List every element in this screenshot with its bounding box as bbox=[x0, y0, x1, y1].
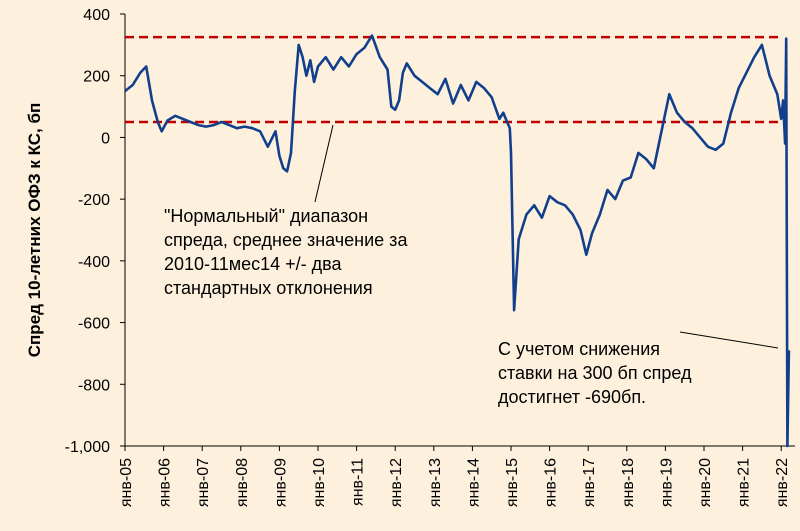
y-tick-label: -600 bbox=[78, 316, 110, 333]
x-tick-label: янв-21 bbox=[736, 458, 753, 507]
x-tick-label: янв-16 bbox=[543, 458, 560, 507]
annotation-line: стандартных отклонения bbox=[164, 278, 373, 298]
y-tick-label: 0 bbox=[101, 130, 110, 147]
annotation-pointer-rate-cut bbox=[679, 331, 779, 349]
y-axis: 400 200 0 -200 -400 -600 -800 -1,000 bbox=[65, 7, 126, 456]
x-tick-label: янв-15 bbox=[504, 458, 521, 507]
y-axis-title: Спред 10-летних ОФЗ к КС, бп bbox=[25, 103, 44, 357]
annotation-line: достигнет -690бп. bbox=[498, 387, 646, 407]
x-tick-label: янв-17 bbox=[581, 458, 598, 507]
annotation-pointer-normal-range bbox=[314, 124, 334, 203]
x-tick-label: янв-08 bbox=[234, 458, 251, 507]
x-tick-label: янв-07 bbox=[195, 458, 212, 507]
x-tick-label: янв-14 bbox=[465, 458, 482, 507]
x-tick-label: янв-05 bbox=[118, 458, 135, 507]
x-tick-label: янв-22 bbox=[774, 458, 791, 507]
x-tick-label: янв-19 bbox=[658, 458, 675, 507]
annotation-pointers bbox=[314, 124, 779, 349]
y-tick-label: 400 bbox=[83, 7, 110, 24]
x-tick-label: янв-18 bbox=[620, 458, 637, 507]
series-line bbox=[124, 34, 791, 448]
y-tick-label: -1,000 bbox=[65, 439, 110, 456]
y-tick-label: -800 bbox=[78, 377, 110, 394]
annotation-line: ставки на 300 бп спред bbox=[498, 363, 692, 383]
x-axis: янв-05 янв-06 янв-07 янв-08 янв-09 янв-10 янв-… bbox=[118, 445, 795, 507]
x-tick-label: янв-10 bbox=[311, 458, 328, 507]
y-tick-label: -200 bbox=[78, 192, 110, 209]
x-tick-label: янв-09 bbox=[272, 458, 289, 507]
annotation-rate-cut: С учетом снижения ставки на 300 бп спред д… bbox=[498, 339, 692, 407]
annotation-line: спреда, среднее значение за bbox=[164, 230, 408, 250]
annotation-line: "Нормальный" диапазон bbox=[164, 206, 368, 226]
x-tick-label: янв-06 bbox=[157, 458, 174, 507]
y-tick-label: 200 bbox=[83, 69, 110, 86]
series-group bbox=[124, 34, 791, 448]
y-tick-label: -400 bbox=[78, 254, 110, 271]
annotation-line: С учетом снижения bbox=[498, 339, 660, 359]
reference-lines bbox=[125, 35, 780, 124]
annotation-normal-range: "Нормальный" диапазон спреда, среднее зна… bbox=[164, 206, 408, 298]
x-tick-label: янв-12 bbox=[388, 458, 405, 507]
annotation-line: 2010-11мес14 +/- два bbox=[164, 254, 343, 274]
x-tick-label: янв-11 bbox=[350, 458, 367, 506]
x-tick-label: янв-20 bbox=[697, 458, 714, 507]
x-tick-label: янв-13 bbox=[427, 458, 444, 507]
